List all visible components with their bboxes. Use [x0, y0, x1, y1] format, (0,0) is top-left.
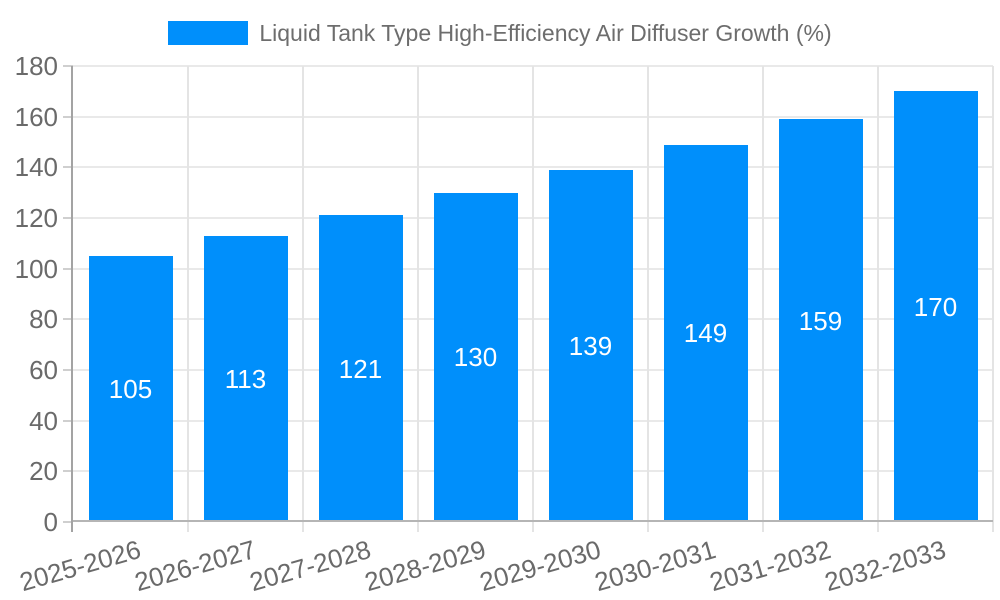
y-axis-tick-label: 160 [14, 101, 58, 132]
gridline-v [992, 66, 994, 532]
y-axis-tick-label: 0 [43, 507, 58, 537]
y-tick [63, 470, 73, 473]
y-tick [63, 217, 73, 219]
legend-swatch [168, 21, 249, 45]
y-tick [63, 369, 73, 371]
gridline-v [762, 66, 764, 532]
bar-value-label: 149 [683, 318, 728, 349]
x-axis-line [73, 520, 993, 522]
bar-value-label: 121 [338, 353, 383, 384]
x-axis-tick-label: 2032-2033 [821, 534, 950, 598]
y-tick [63, 166, 73, 169]
bar-value-label: 130 [453, 342, 498, 373]
bar-value-label: 105 [108, 374, 153, 404]
y-tick [63, 65, 73, 67]
y-axis-tick-label: 20 [29, 456, 58, 487]
y-tick [63, 318, 73, 321]
gridline-v [532, 66, 534, 532]
y-tick [63, 419, 73, 422]
y-tick [63, 267, 73, 270]
gridline-v [647, 66, 649, 532]
x-axis-tick-label: 2027-2028 [246, 534, 375, 598]
y-axis-line [71, 66, 73, 532]
x-axis-tick-label: 2029-2030 [476, 534, 605, 598]
legend-label: Liquid Tank Type High-Efficiency Air Dif… [259, 19, 832, 46]
gridline-v [187, 66, 189, 532]
legend-item[interactable]: Liquid Tank Type High-Efficiency Air Dif… [0, 16, 1000, 50]
bar[interactable]: 130 [433, 192, 518, 522]
gridline-v [877, 66, 879, 532]
bar[interactable]: 149 [663, 144, 748, 522]
x-axis-tick-label: 2026-2027 [131, 534, 260, 598]
plot-area: 105 113 121 130 139 149 159 170 [63, 65, 994, 532]
gridline-v [302, 66, 304, 532]
bar-value-label: 139 [568, 330, 613, 361]
y-tick [63, 115, 73, 118]
y-tick [63, 521, 73, 523]
y-axis-tick-label: 100 [14, 253, 58, 284]
y-axis-tick-label: 60 [29, 355, 58, 385]
y-axis-tick-label: 80 [29, 304, 58, 335]
bar[interactable]: 139 [548, 169, 633, 522]
bar[interactable]: 105 [88, 256, 173, 522]
x-axis-tick-label: 2028-2029 [361, 534, 490, 598]
bar-value-label: 159 [798, 305, 843, 336]
y-axis-tick-label: 40 [29, 405, 58, 436]
bar[interactable]: 121 [318, 215, 403, 522]
y-axis-tick-label: 180 [14, 51, 58, 81]
x-axis-tick-label: 2031-2032 [706, 534, 835, 598]
bar[interactable]: 113 [203, 235, 288, 522]
gridline-v [417, 66, 419, 532]
bar-value-label: 113 [224, 363, 267, 394]
y-axis-tick-label: 120 [14, 203, 58, 233]
x-axis-tick-label: 2030-2031 [591, 534, 720, 598]
x-axis-tick-label: 2025-2026 [16, 534, 145, 598]
bar[interactable]: 170 [893, 91, 978, 522]
y-axis-tick-label: 140 [14, 152, 58, 183]
bar-value-label: 170 [913, 291, 958, 322]
bar[interactable]: 159 [778, 119, 863, 522]
